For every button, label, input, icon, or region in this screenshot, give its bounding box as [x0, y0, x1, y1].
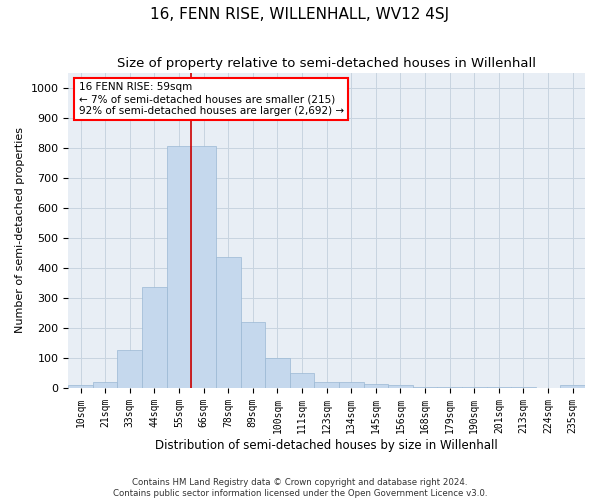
Bar: [560, 385, 585, 388]
Bar: [437, 386, 462, 388]
Text: Contains HM Land Registry data © Crown copyright and database right 2024.
Contai: Contains HM Land Registry data © Crown c…: [113, 478, 487, 498]
Bar: [241, 322, 265, 388]
Bar: [265, 358, 290, 388]
Bar: [93, 382, 118, 388]
Bar: [339, 382, 364, 388]
Text: 16, FENN RISE, WILLENHALL, WV12 4SJ: 16, FENN RISE, WILLENHALL, WV12 4SJ: [151, 8, 449, 22]
Text: 16 FENN RISE: 59sqm
← 7% of semi-detached houses are smaller (215)
92% of semi-d: 16 FENN RISE: 59sqm ← 7% of semi-detache…: [79, 82, 344, 116]
Bar: [314, 382, 339, 388]
Bar: [68, 385, 93, 388]
Bar: [142, 287, 167, 388]
Bar: [118, 350, 142, 388]
Title: Size of property relative to semi-detached houses in Willenhall: Size of property relative to semi-detach…: [117, 58, 536, 70]
Bar: [388, 385, 413, 388]
Bar: [290, 373, 314, 388]
Bar: [462, 387, 487, 388]
Bar: [191, 146, 216, 388]
X-axis label: Distribution of semi-detached houses by size in Willenhall: Distribution of semi-detached houses by …: [155, 440, 498, 452]
Bar: [413, 386, 437, 388]
Y-axis label: Number of semi-detached properties: Number of semi-detached properties: [15, 128, 25, 334]
Bar: [216, 258, 241, 388]
Bar: [167, 146, 191, 388]
Bar: [364, 384, 388, 388]
